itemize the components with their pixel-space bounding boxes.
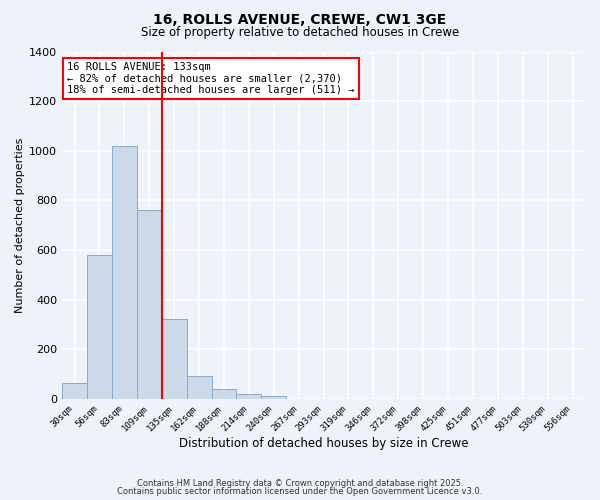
Text: Contains HM Land Registry data © Crown copyright and database right 2025.: Contains HM Land Registry data © Crown c… xyxy=(137,478,463,488)
Text: 16, ROLLS AVENUE, CREWE, CW1 3GE: 16, ROLLS AVENUE, CREWE, CW1 3GE xyxy=(154,12,446,26)
Y-axis label: Number of detached properties: Number of detached properties xyxy=(15,138,25,313)
Bar xyxy=(212,390,236,399)
X-axis label: Distribution of detached houses by size in Crewe: Distribution of detached houses by size … xyxy=(179,437,469,450)
Bar xyxy=(236,394,262,399)
Text: Size of property relative to detached houses in Crewe: Size of property relative to detached ho… xyxy=(141,26,459,39)
Bar xyxy=(87,255,112,399)
Bar xyxy=(162,320,187,399)
Text: Contains public sector information licensed under the Open Government Licence v3: Contains public sector information licen… xyxy=(118,487,482,496)
Bar xyxy=(262,396,286,399)
Bar xyxy=(62,382,87,399)
Bar xyxy=(187,376,212,399)
Text: 16 ROLLS AVENUE: 133sqm
← 82% of detached houses are smaller (2,370)
18% of semi: 16 ROLLS AVENUE: 133sqm ← 82% of detache… xyxy=(67,62,355,95)
Bar xyxy=(112,146,137,399)
Bar xyxy=(137,210,162,399)
